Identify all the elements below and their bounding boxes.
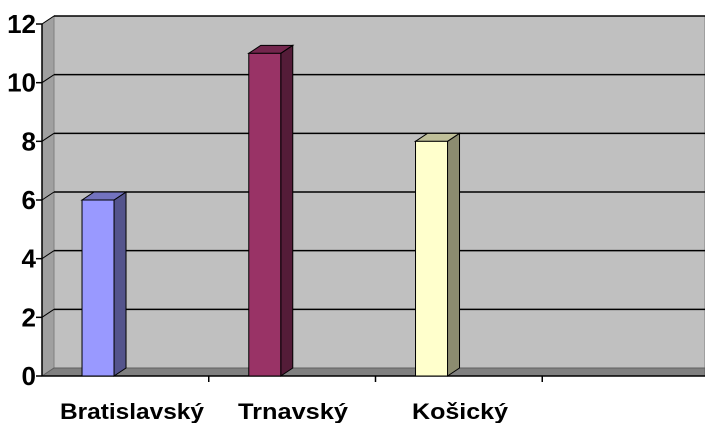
bar-1 bbox=[80, 191, 128, 377]
bar-front bbox=[415, 140, 449, 377]
gridlines bbox=[41, 15, 705, 318]
bar-3 bbox=[413, 132, 462, 377]
bar-side bbox=[447, 132, 461, 377]
bar-front bbox=[81, 199, 115, 377]
gridline-side bbox=[41, 15, 55, 25]
bars bbox=[80, 44, 462, 377]
gridline-side bbox=[41, 308, 55, 318]
y-tick-label: 4 bbox=[22, 244, 37, 274]
bar-side bbox=[113, 191, 127, 377]
x-category-label: Bratislavský bbox=[60, 399, 205, 423]
gridline-side bbox=[41, 132, 55, 142]
bar-side bbox=[280, 44, 294, 377]
bar-2 bbox=[247, 44, 295, 377]
gridline-side bbox=[41, 191, 55, 201]
y-tick-label: 2 bbox=[22, 302, 36, 332]
plot-floor bbox=[40, 367, 705, 377]
bar-front bbox=[248, 52, 282, 377]
y-tick-label: 8 bbox=[22, 126, 36, 156]
y-tick-label: 0 bbox=[22, 361, 36, 391]
gridline-side bbox=[41, 250, 55, 260]
x-category-label: Košický bbox=[412, 399, 509, 423]
y-axis-ticks: 0 2 4 6 8 10 12 bbox=[7, 9, 36, 391]
gridline-side bbox=[41, 74, 55, 84]
y-tick-label: 6 bbox=[22, 185, 36, 215]
y-tick-label: 12 bbox=[7, 9, 36, 39]
axes bbox=[36, 23, 705, 382]
plot-area bbox=[40, 15, 705, 377]
x-category-label: Trnavský bbox=[238, 399, 349, 423]
y-tick-label: 10 bbox=[7, 68, 36, 98]
x-axis-labels: Bratislavský Trnavský Košický bbox=[60, 399, 509, 423]
